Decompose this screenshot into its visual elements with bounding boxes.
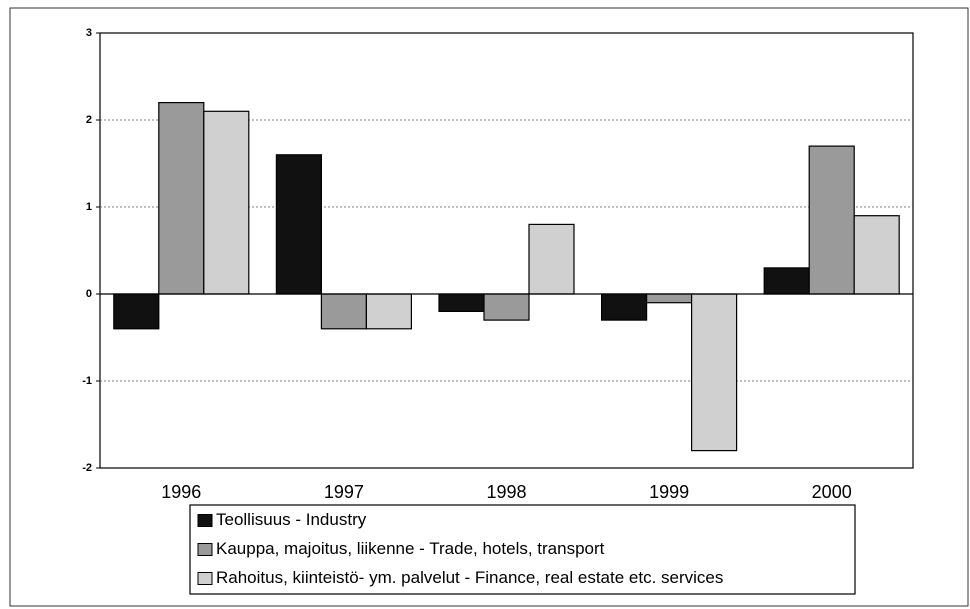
legend-label: Teollisuus - Industry bbox=[216, 510, 367, 529]
bar bbox=[600, 293, 648, 321]
legend-swatch bbox=[197, 572, 213, 585]
y-tick-label: 0 bbox=[86, 288, 92, 300]
bar bbox=[365, 293, 412, 330]
x-tick-label: 1998 bbox=[486, 482, 526, 502]
legend-label: Kauppa, majoitus, liikenne - Trade, hote… bbox=[216, 539, 605, 558]
bar bbox=[853, 215, 900, 295]
bar bbox=[320, 293, 367, 330]
bar bbox=[483, 293, 530, 321]
y-tick-label: 2 bbox=[86, 114, 92, 126]
bar bbox=[113, 293, 160, 330]
y-tick-label: -2 bbox=[82, 462, 92, 474]
bar bbox=[275, 154, 322, 295]
bar bbox=[203, 110, 250, 295]
chart-frame bbox=[9, 7, 969, 607]
y-tick-label: 1 bbox=[86, 201, 92, 213]
bar bbox=[690, 293, 738, 452]
bar bbox=[438, 293, 485, 312]
y-tick-label: 3 bbox=[86, 27, 92, 39]
plot-area bbox=[99, 32, 914, 469]
legend-label: Rahoitus, kiinteistö- ym. palvelut - Fin… bbox=[216, 568, 723, 587]
bar bbox=[808, 145, 855, 295]
legend-swatch bbox=[197, 514, 213, 527]
x-tick-label: 1996 bbox=[161, 482, 201, 502]
x-tick-label: 1997 bbox=[324, 482, 364, 502]
x-tick-label: 2000 bbox=[812, 482, 852, 502]
bar bbox=[528, 223, 575, 295]
y-tick-label: -1 bbox=[82, 375, 92, 387]
bar bbox=[158, 101, 205, 295]
bar bbox=[763, 267, 810, 295]
x-tick-label: 1999 bbox=[649, 482, 689, 502]
bar bbox=[645, 293, 693, 304]
legend-swatch bbox=[197, 543, 213, 556]
legend-box bbox=[189, 504, 856, 595]
